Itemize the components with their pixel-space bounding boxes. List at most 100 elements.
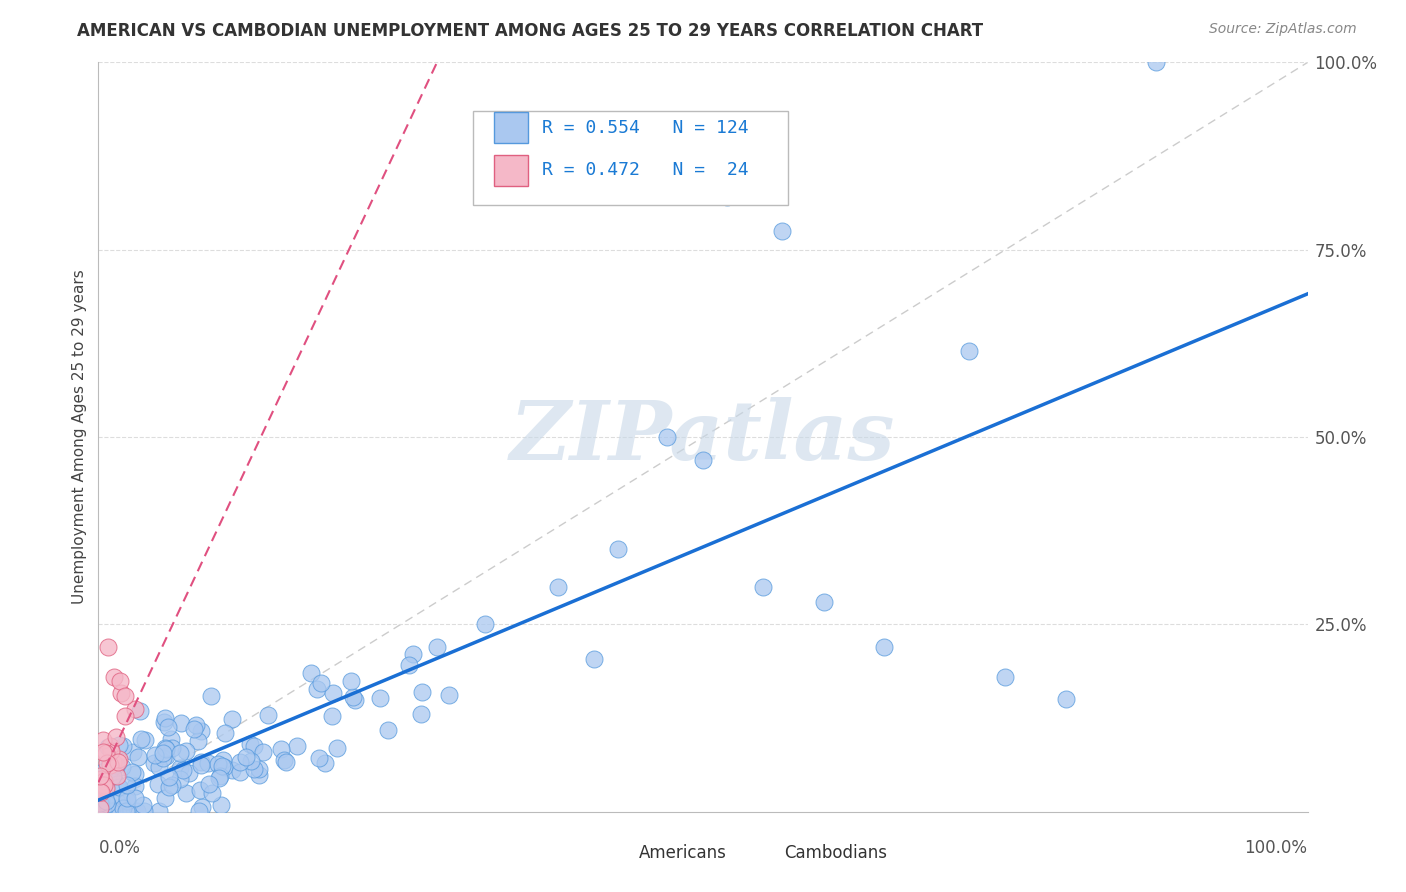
Point xyxy=(89,797,111,812)
Point xyxy=(121,765,143,780)
Point xyxy=(214,760,236,774)
Point xyxy=(160,741,183,756)
Point xyxy=(91,733,114,747)
Point xyxy=(752,580,775,594)
Point xyxy=(207,757,229,772)
Point xyxy=(169,761,191,775)
Point xyxy=(200,786,222,800)
Text: AMERICAN VS CAMBODIAN UNEMPLOYMENT AMONG AGES 25 TO 29 YEARS CORRELATION CHART: AMERICAN VS CAMBODIAN UNEMPLOYMENT AMONG… xyxy=(77,22,983,40)
Point xyxy=(607,542,630,557)
Text: Americans: Americans xyxy=(638,844,727,862)
Point xyxy=(89,797,111,811)
Point xyxy=(270,742,292,756)
Point xyxy=(105,796,128,810)
Point xyxy=(103,769,125,783)
Point xyxy=(94,794,117,808)
Point xyxy=(121,745,143,759)
Point xyxy=(235,749,257,764)
Text: ZIPatlas: ZIPatlas xyxy=(510,397,896,477)
Point xyxy=(157,720,180,734)
Point xyxy=(170,716,193,731)
Point xyxy=(190,757,212,772)
Point xyxy=(98,758,121,772)
Point xyxy=(97,739,120,754)
Point xyxy=(770,224,793,238)
Point xyxy=(172,764,194,778)
Point xyxy=(239,737,262,751)
FancyBboxPatch shape xyxy=(494,154,527,186)
Point xyxy=(160,779,183,793)
Point xyxy=(1054,692,1077,706)
Point xyxy=(957,343,980,358)
Point xyxy=(125,804,148,818)
Point xyxy=(96,746,118,760)
Point xyxy=(187,734,209,748)
Point xyxy=(91,804,114,818)
Point xyxy=(155,741,177,756)
Point xyxy=(174,744,197,758)
Point xyxy=(93,778,115,792)
Point xyxy=(179,766,201,780)
Point xyxy=(190,755,212,769)
Point xyxy=(132,797,155,812)
Point xyxy=(276,755,298,769)
Point xyxy=(93,774,115,789)
Point xyxy=(114,709,136,723)
Point xyxy=(107,804,129,818)
Point xyxy=(655,430,678,444)
Point xyxy=(152,746,174,760)
Point xyxy=(221,763,243,777)
Point xyxy=(1146,55,1168,70)
Text: 100.0%: 100.0% xyxy=(1244,839,1308,857)
Point xyxy=(411,706,433,721)
Point xyxy=(107,752,129,766)
Point xyxy=(398,658,420,673)
Point xyxy=(111,760,134,774)
Point xyxy=(169,746,191,760)
Point xyxy=(94,780,117,795)
Point xyxy=(582,652,605,666)
Point xyxy=(308,751,330,765)
Point xyxy=(188,804,211,818)
Point xyxy=(368,690,391,705)
Point xyxy=(143,748,166,763)
Text: R = 0.554   N = 124: R = 0.554 N = 124 xyxy=(543,119,749,136)
Point xyxy=(188,783,211,797)
Point xyxy=(108,738,131,752)
Point xyxy=(211,753,233,767)
Point xyxy=(211,759,233,773)
FancyBboxPatch shape xyxy=(600,842,627,864)
Point xyxy=(437,688,460,702)
Point xyxy=(105,777,128,791)
Point xyxy=(89,769,111,783)
Point xyxy=(105,769,128,783)
Text: R = 0.472   N =  24: R = 0.472 N = 24 xyxy=(543,161,749,179)
Point xyxy=(340,673,363,688)
Point xyxy=(152,751,174,765)
Point xyxy=(200,689,222,703)
Point xyxy=(243,739,266,754)
Point xyxy=(299,665,322,680)
Point xyxy=(402,647,425,661)
Text: 0.0%: 0.0% xyxy=(98,839,141,857)
Point xyxy=(93,764,115,779)
Point xyxy=(115,778,138,792)
Point xyxy=(305,682,328,697)
Point xyxy=(100,804,122,818)
Point xyxy=(129,732,152,747)
Point xyxy=(208,769,231,783)
Point xyxy=(190,800,212,814)
Point xyxy=(90,804,112,818)
Point xyxy=(184,718,207,732)
Point xyxy=(243,762,266,776)
Point xyxy=(148,759,170,773)
Point xyxy=(114,804,136,818)
Point xyxy=(153,714,176,729)
FancyBboxPatch shape xyxy=(474,112,787,205)
Point xyxy=(89,801,111,815)
Point xyxy=(107,755,129,769)
Point xyxy=(221,712,243,726)
Point xyxy=(342,690,364,704)
Point xyxy=(229,765,252,780)
Point xyxy=(157,780,180,794)
